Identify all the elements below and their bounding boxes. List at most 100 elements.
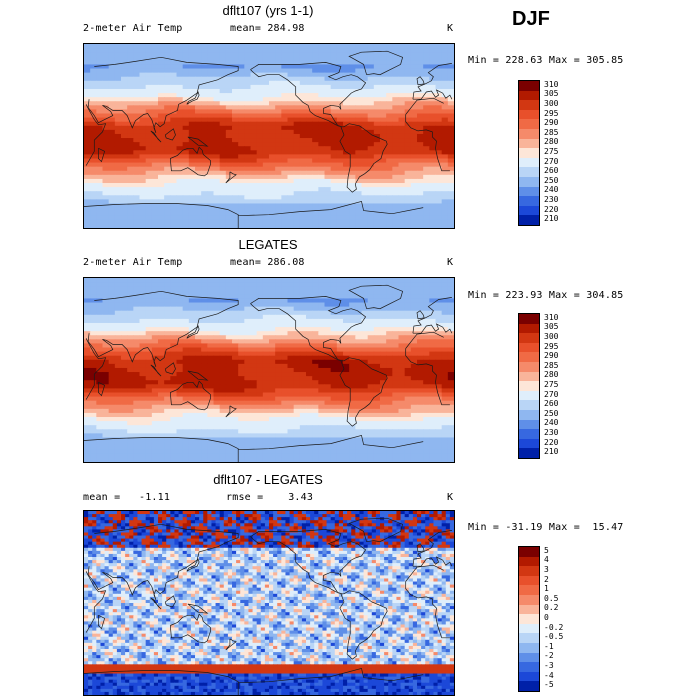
colorbar-tick-label: 285 <box>544 360 559 370</box>
colorbar-tick-label: 310 <box>544 79 559 89</box>
colorbar-tick-label: -4 <box>544 670 554 680</box>
colorbar-tick-label: 280 <box>544 370 559 380</box>
colorbar-tick-label: 240 <box>544 185 559 195</box>
colorbar-swatch <box>519 623 539 634</box>
colorbar-tick-label: 4 <box>544 555 549 565</box>
colorbar-tick-label: 230 <box>544 195 559 204</box>
colorbar-tick-label: 260 <box>544 399 559 409</box>
colorbar-tick-label: 0.2 <box>544 603 559 613</box>
colorbar-swatch <box>519 205 539 216</box>
panel-3-title: dflt107 - LEGATES <box>213 472 323 487</box>
colorbar-tick-label: 300 <box>544 332 559 341</box>
colorbar-tick-label: 230 <box>544 428 559 437</box>
colorbar-tick-label: 290 <box>544 118 559 128</box>
colorbar-swatch <box>519 410 539 421</box>
colorbar-swatch <box>519 575 539 586</box>
colorbar-swatch <box>519 167 539 178</box>
colorbar-tick-label: -3 <box>544 661 554 670</box>
colorbar-tick-label: 280 <box>544 137 559 147</box>
panel-1-colorbar <box>518 80 540 226</box>
colorbar-swatch <box>519 362 539 373</box>
map-field <box>84 44 454 228</box>
panel-2-title: LEGATES <box>238 237 298 252</box>
colorbar-swatch <box>519 186 539 197</box>
panel-3-mean-label: mean = -1.11 <box>83 492 171 503</box>
panel-1-mean-label: mean= 284.98 <box>230 23 305 34</box>
colorbar-tick-label: 250 <box>544 175 559 185</box>
colorbar-tick-label: 285 <box>544 127 559 137</box>
colorbar-swatch <box>519 381 539 392</box>
panel-3-colorbar-labels: 5 4 3 2 1 0.5 0.2 0 -0.2 -0.5 -1 -2 -3 -4 -5 <box>544 546 584 692</box>
colorbar-tick-label: 5 <box>544 545 549 555</box>
colorbar-swatch <box>519 652 539 663</box>
colorbar-swatch <box>519 400 539 411</box>
colorbar-swatch <box>519 556 539 567</box>
map-field <box>84 511 454 695</box>
colorbar-tick-label: 220 <box>544 437 559 447</box>
colorbar-tick-label: 270 <box>544 389 559 399</box>
panel-3-colorbar <box>518 546 540 692</box>
colorbar-swatch <box>519 81 539 92</box>
panel-3-unit-label: K <box>447 492 454 503</box>
colorbar-swatch <box>519 109 539 120</box>
colorbar-tick-label: -5 <box>544 680 554 690</box>
colorbar-tick-label: 210 <box>544 447 559 457</box>
coastline-outline <box>84 284 453 462</box>
panel-3-map <box>83 510 455 696</box>
colorbar-swatch <box>519 314 539 325</box>
colorbar-tick-label: 295 <box>544 341 559 351</box>
panel-1-minmax: Min = 228.63 Max = 305.85 <box>468 55 624 66</box>
colorbar-tick-label: 210 <box>544 214 559 224</box>
colorbar-swatch <box>519 643 539 654</box>
colorbar-swatch <box>519 566 539 577</box>
colorbar-swatch <box>519 448 539 459</box>
colorbar-swatch <box>519 90 539 101</box>
colorbar-tick-label: 3 <box>544 565 549 574</box>
colorbar-tick-label: 270 <box>544 156 559 166</box>
panel-2-minmax: Min = 223.93 Max = 304.85 <box>468 290 624 301</box>
colorbar-swatch <box>519 352 539 363</box>
panel-2-map <box>83 277 455 463</box>
panel-1-colorbar-labels: 310 305 300 295 290 285 280 275 270 260 250 240 230 2… <box>544 80 584 226</box>
colorbar-tick-label: 250 <box>544 408 559 418</box>
colorbar-tick-label: 0.5 <box>544 593 559 603</box>
panel-2-variable-label: 2-meter Air Temp <box>83 257 183 268</box>
colorbar-tick-label: 2 <box>544 574 549 584</box>
panel-3-minmax: Min = -31.19 Max = 15.47 <box>468 522 624 533</box>
colorbar-swatch <box>519 419 539 430</box>
colorbar-tick-label: 305 <box>544 89 559 99</box>
colorbar-swatch <box>519 604 539 615</box>
colorbar-swatch <box>519 333 539 344</box>
coastline-outline <box>84 517 453 695</box>
colorbar-tick-label: 275 <box>544 380 559 389</box>
colorbar-tick-label: 305 <box>544 322 559 332</box>
panel-1-variable-label: 2-meter Air Temp <box>83 23 183 34</box>
colorbar-swatch <box>519 671 539 682</box>
panel-1-unit-label: K <box>447 23 454 34</box>
colorbar-swatch <box>519 371 539 382</box>
colorbar-swatch <box>519 215 539 226</box>
colorbar-swatch <box>519 323 539 334</box>
panel-1-map <box>83 43 455 229</box>
colorbar-swatch <box>519 595 539 606</box>
panel-1-title: dflt107 (yrs 1-1) <box>222 3 314 18</box>
colorbar-swatch <box>519 390 539 401</box>
colorbar-swatch <box>519 148 539 159</box>
colorbar-tick-label: 290 <box>544 351 559 361</box>
colorbar-tick-label: -0.2 <box>544 622 564 632</box>
colorbar-swatch <box>519 662 539 673</box>
colorbar-swatch <box>519 633 539 644</box>
colorbar-tick-label: 310 <box>544 312 559 322</box>
map-field <box>84 278 454 462</box>
coastline-outline <box>84 50 453 228</box>
colorbar-tick-label: 240 <box>544 418 559 428</box>
colorbar-tick-label: 295 <box>544 108 559 118</box>
colorbar-swatch <box>519 547 539 558</box>
colorbar-tick-label: 0 <box>544 613 549 622</box>
panel-2-unit-label: K <box>447 257 454 268</box>
colorbar-swatch <box>519 614 539 625</box>
colorbar-tick-label: 300 <box>544 99 559 108</box>
colorbar-tick-label: 220 <box>544 204 559 214</box>
colorbar-swatch <box>519 342 539 353</box>
colorbar-swatch <box>519 138 539 149</box>
